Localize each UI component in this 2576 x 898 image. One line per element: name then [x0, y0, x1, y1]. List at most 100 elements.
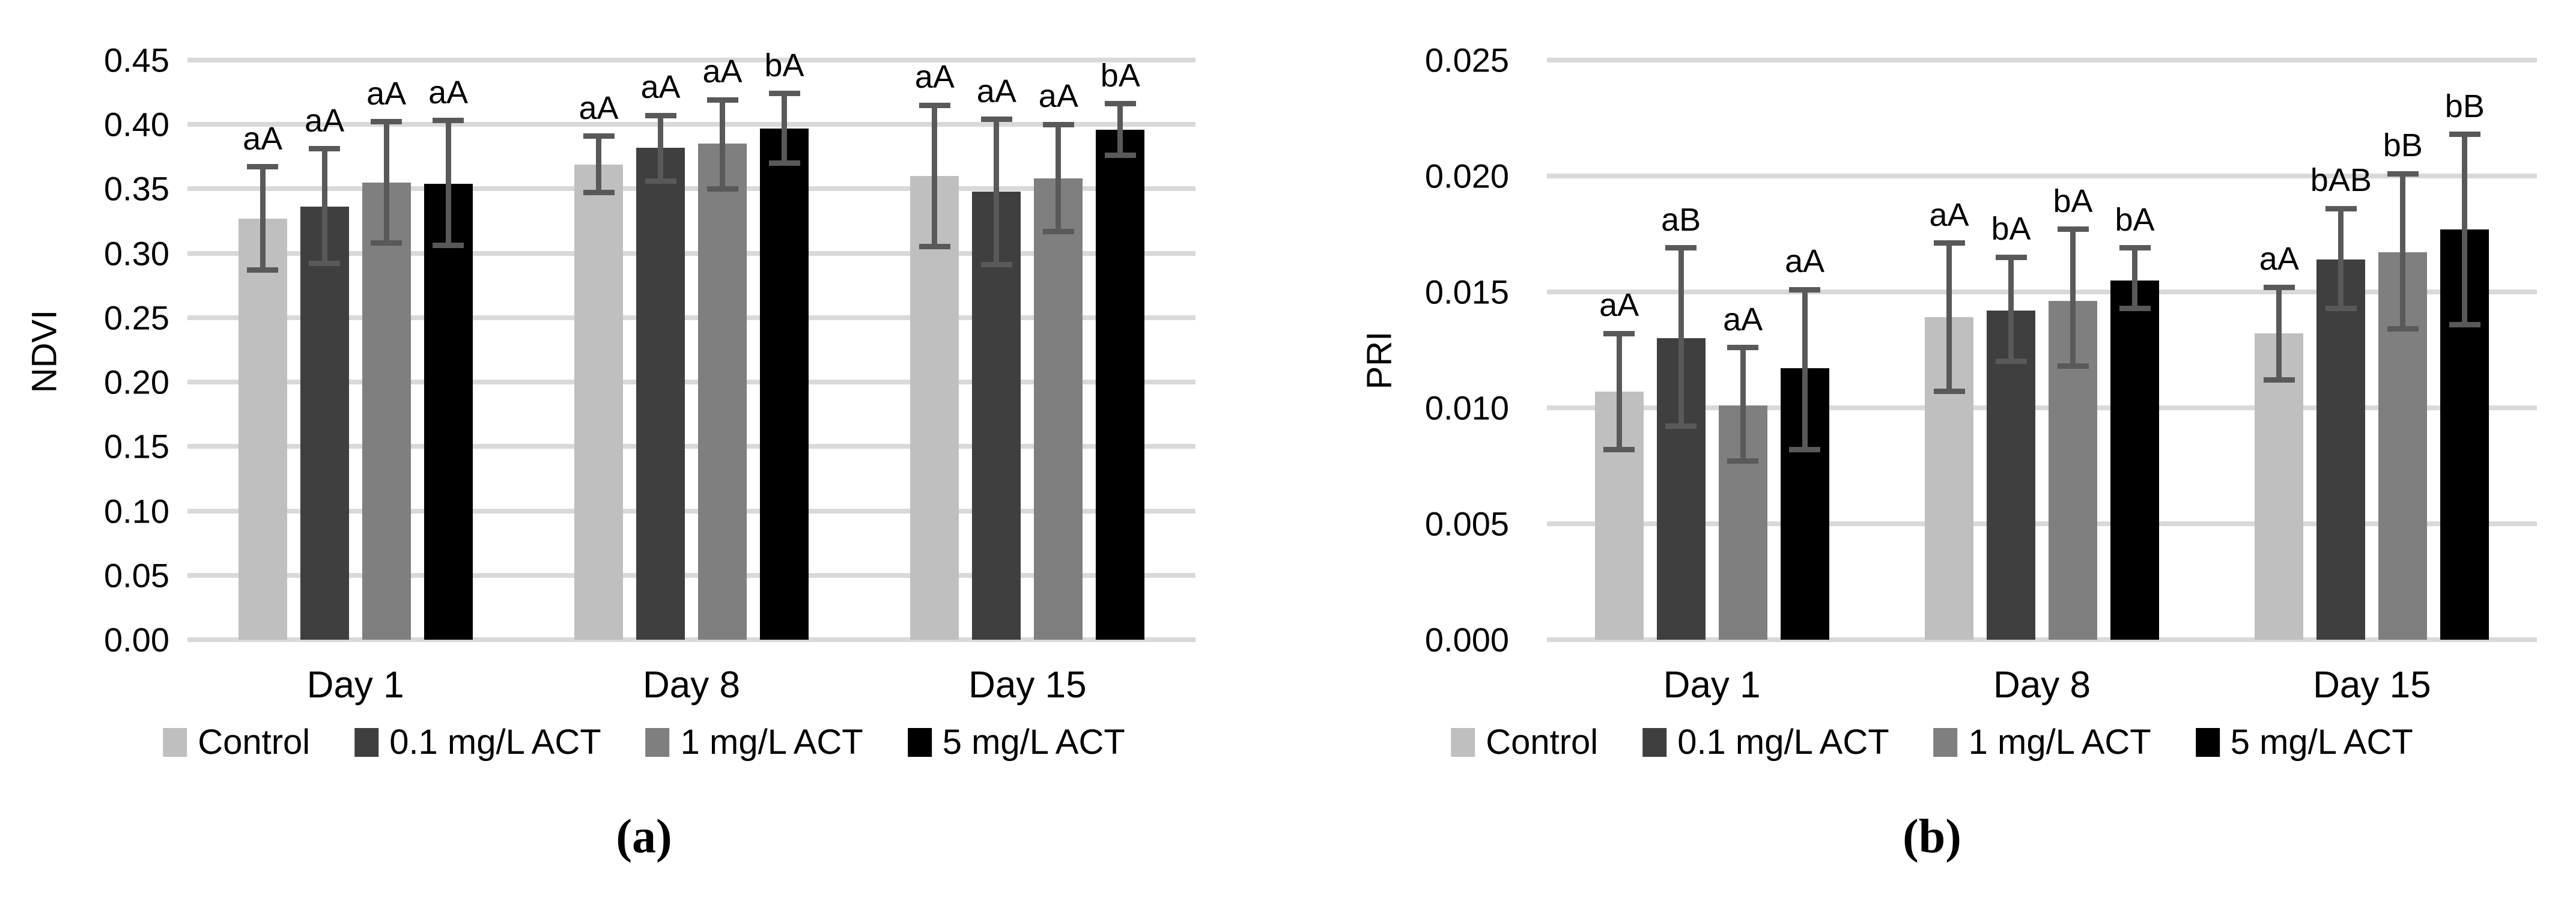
error-bar-line	[2338, 208, 2344, 308]
error-bar-cap	[2057, 363, 2089, 369]
significance-label: aA	[305, 102, 345, 139]
error-bar-cap	[1933, 240, 1965, 246]
significance-label: aB	[1661, 201, 1701, 238]
x-axis-category-label: Day 1	[1663, 664, 1761, 706]
panel-b-pri-chart: 0.025 0.020 0.015 0.010 0.005 0.000 aA aB aA aA Da…	[1288, 0, 2576, 898]
y-axis-tick-label: 0.10	[104, 492, 169, 530]
error-bar-cap	[1933, 389, 1965, 395]
y-axis-tick-label: 0.010	[1424, 389, 1509, 427]
error-bar-line	[2462, 134, 2468, 325]
error-bar-line	[1056, 124, 1062, 232]
error-bar-line	[1616, 333, 1622, 450]
legend-label: 1 mg/L ACT	[1968, 723, 2151, 762]
error-bar-line	[994, 119, 1000, 265]
error-bar-cap	[1665, 423, 1697, 429]
gridline	[1547, 290, 2537, 294]
legend-label: 0.1 mg/L ACT	[1677, 723, 1889, 762]
error-bar-cap	[433, 243, 464, 249]
gridline	[187, 508, 1195, 514]
significance-label: bB	[2444, 88, 2485, 124]
gridline	[187, 58, 1195, 62]
y-axis-tick-label: 0.35	[104, 169, 169, 208]
error-bar-cap	[1727, 458, 1759, 464]
gridline	[187, 380, 1195, 385]
legend-item: 1 mg/L ACT	[645, 722, 863, 762]
significance-label: bA	[764, 47, 804, 83]
error-bar-line	[1678, 247, 1684, 426]
legend-pri: Control 0.1 mg/L ACT 1 mg/L ACT 5 mg/L ACT	[1451, 722, 2413, 762]
error-bar-line	[720, 100, 725, 189]
error-bar-cap	[1665, 245, 1697, 251]
legend-label: 1 mg/L ACT	[680, 723, 863, 762]
y-axis-tick-label: 0.025	[1424, 41, 1509, 79]
gridline	[1547, 174, 2537, 178]
gridline	[1547, 405, 2537, 410]
error-bar-cap	[1995, 359, 2027, 365]
significance-label: aA	[914, 59, 955, 96]
gridline	[187, 572, 1195, 578]
error-bar-cap	[309, 261, 341, 267]
y-axis-tick-label: 0.00	[104, 620, 169, 659]
legend-label: Control	[198, 723, 311, 762]
error-bar-cap	[247, 267, 279, 273]
error-bar-cap	[309, 146, 341, 152]
y-axis-tick-label: 0.05	[104, 556, 169, 595]
error-bar-cap	[980, 262, 1012, 268]
error-bar-cap	[2263, 284, 2295, 290]
bar-5-mg-l-act	[2110, 280, 2159, 640]
bar-0.1-mg-l-act	[300, 207, 349, 640]
significance-label: aA	[976, 73, 1016, 109]
legend-swatch	[645, 727, 670, 757]
y-axis-tick-label: 0.015	[1424, 273, 1509, 311]
gridline	[187, 250, 1195, 256]
significance-label: bA	[1991, 211, 2031, 247]
panel-a-ndvi-chart: 0.45 0.40 0.35 0.30 0.25 0.20 0.15 0.10 0.05 0.00…	[25, 41, 1195, 863]
error-bar-cap	[2387, 326, 2419, 332]
significance-label: aA	[366, 75, 407, 112]
x-axis-category-label: Day 1	[306, 664, 404, 706]
bar-1-mg-l-act	[698, 144, 747, 640]
error-bar-line	[445, 120, 451, 246]
error-bar-line	[1946, 243, 1952, 392]
legend-swatch	[907, 727, 932, 757]
legend-item: 5 mg/L ACT	[2195, 722, 2413, 762]
bar-5-mg-l-act	[760, 128, 809, 640]
x-axis-category-label: Day 8	[643, 664, 740, 706]
gridline	[187, 122, 1195, 127]
error-bar-line	[1802, 290, 1808, 450]
y-axis-tick-label: 0.020	[1424, 157, 1509, 195]
error-bar-cap	[1603, 330, 1635, 336]
x-axis-category-label: Day 15	[968, 664, 1087, 706]
gridline	[187, 637, 1195, 642]
error-bar-cap	[2387, 171, 2419, 177]
panel-caption-b: (b)	[1903, 810, 1961, 863]
error-bar-line	[782, 93, 787, 163]
gridline	[187, 186, 1195, 192]
y-axis-tick-label: 0.25	[104, 299, 169, 337]
legend-item: 1 mg/L ACT	[1933, 722, 2151, 762]
error-bar-line	[1117, 103, 1123, 156]
legend-swatch	[1451, 727, 1475, 757]
legend-item: Control	[1451, 722, 1598, 762]
legend-swatch	[1933, 727, 1958, 757]
bar-5-mg-l-act	[424, 183, 473, 640]
legend-label: 5 mg/L ACT	[942, 723, 1125, 762]
gridline	[187, 315, 1195, 320]
error-bar-cap	[768, 160, 800, 166]
error-bar-line	[2132, 247, 2137, 309]
error-bar-cap	[1603, 446, 1635, 452]
error-bar-cap	[980, 117, 1012, 123]
significance-label: bA	[2053, 183, 2093, 219]
error-bar-cap	[1042, 228, 1074, 234]
error-bar-cap	[1042, 121, 1074, 127]
y-axis-tick-label: 0.20	[104, 363, 169, 401]
error-bar-cap	[706, 97, 738, 103]
gridline	[187, 444, 1195, 449]
error-bar-line	[932, 105, 938, 247]
bar-control	[574, 164, 623, 640]
error-bar-line	[2070, 229, 2076, 366]
error-bar-line	[321, 148, 327, 264]
bar-control	[238, 218, 287, 640]
error-bar-cap	[583, 190, 615, 196]
